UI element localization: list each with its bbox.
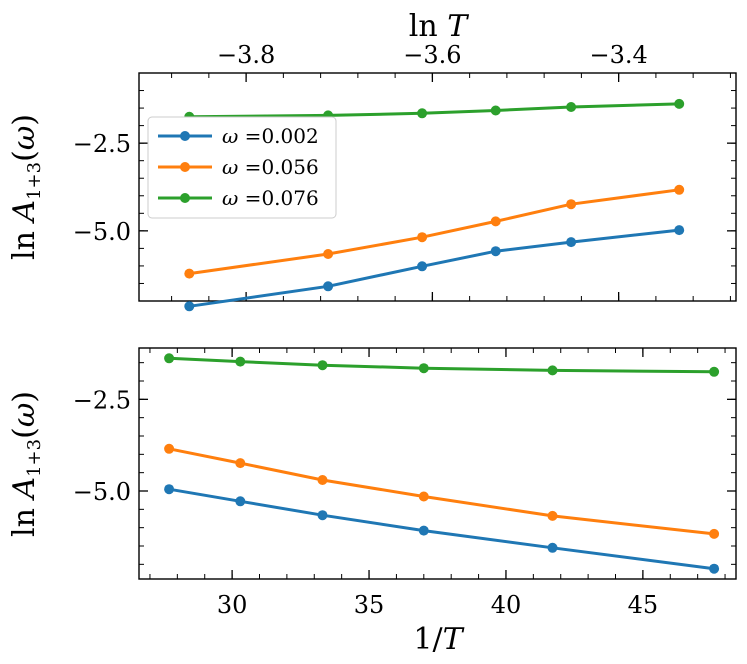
y-tick-label: −2.5 (73, 130, 131, 158)
y-tick-label: −5.0 (73, 478, 131, 506)
data-point-omega-0-056 (547, 510, 558, 521)
data-point-omega-0-002 (490, 246, 501, 257)
series-line-omega-0-056 (168, 447, 715, 536)
legend-marker (180, 131, 190, 141)
data-point-omega-0-056 (235, 458, 246, 469)
x-tick-label: 40 (491, 591, 522, 619)
data-point-omega-0-076 (317, 360, 328, 371)
data-point-omega-0-002 (235, 496, 246, 507)
data-point-omega-0-056 (709, 528, 720, 539)
legend-entry-omega-0-076: ω =0.076 (158, 186, 319, 210)
x-tick-label: −3.4 (590, 41, 648, 69)
bottom-y-axis-label: ln A1+3(ω) (7, 391, 45, 537)
data-point-omega-0-002 (674, 225, 685, 236)
data-point-omega-0-076 (709, 366, 720, 377)
data-point-omega-0-056 (184, 268, 195, 279)
legend-marker (180, 193, 190, 203)
data-point-omega-0-002 (418, 525, 429, 536)
legend-entry-omega-0-002: ω =0.002 (158, 124, 319, 148)
top-ticks: −3.8 −3.6 −3.4 −2.5 −5.0 (73, 41, 736, 302)
x-tick-label: 45 (628, 591, 659, 619)
top-x-axis-label: ln T (409, 9, 469, 44)
series-line-omega-0-056 (189, 188, 680, 276)
data-point-omega-0-056 (418, 491, 429, 502)
data-point-omega-0-076 (490, 105, 501, 116)
bottom-plot-frame (138, 347, 737, 580)
legend-entry-omega-0-056: ω =0.056 (158, 155, 319, 179)
series-line-omega-0-002 (189, 228, 680, 308)
y-tick-label: −2.5 (73, 386, 131, 414)
bottom-chart-panel: 30 35 40 45 −2.5 −5.0 1/T ln A1+3(ω) (7, 347, 737, 657)
bottom-series-group (164, 353, 720, 574)
x-tick-label: −3.6 (403, 41, 461, 69)
bottom-x-axis-label: 1/T (413, 622, 464, 657)
top-chart-panel: −3.8 −3.6 −3.4 −2.5 −5.0 ln T ln A1+3(ω) ω =… (7, 9, 737, 312)
data-point-omega-0-056 (674, 184, 685, 195)
data-point-omega-0-076 (417, 108, 428, 119)
top-y-axis-label: ln A1+3(ω) (7, 114, 45, 260)
data-point-omega-0-056 (490, 216, 501, 227)
data-point-omega-0-002 (709, 563, 720, 574)
top-plot-frame (138, 72, 737, 302)
data-point-omega-0-002 (547, 542, 558, 553)
legend-marker (180, 162, 190, 172)
x-tick-label: −3.8 (217, 41, 275, 69)
data-point-omega-0-076 (418, 363, 429, 374)
series-line-omega-0-076 (169, 356, 715, 374)
data-point-omega-0-076 (235, 356, 246, 367)
svg-text:ω =0.002: ω =0.002 (222, 124, 319, 148)
data-point-omega-0-002 (323, 281, 334, 292)
svg-text:ω =0.076: ω =0.076 (222, 186, 319, 210)
y-tick-label: −5.0 (73, 218, 131, 246)
data-point-omega-0-056 (317, 475, 328, 485)
series-line-omega-0-002 (168, 487, 715, 571)
top-series-group (184, 98, 685, 312)
data-point-omega-0-056 (323, 249, 334, 259)
x-tick-label: 30 (217, 591, 248, 619)
svg-text:ω =0.056: ω =0.056 (222, 155, 319, 179)
data-point-omega-0-056 (566, 199, 577, 210)
series-line-omega-0-076 (189, 102, 680, 119)
legend: ω =0.002 ω =0.056 ω =0.076 (147, 116, 337, 219)
legend-box (147, 116, 337, 219)
data-point-omega-0-056 (417, 232, 428, 243)
data-point-omega-0-002 (566, 237, 577, 248)
data-point-omega-0-002 (417, 261, 428, 272)
data-point-omega-0-002 (184, 301, 195, 312)
data-point-omega-0-076 (164, 353, 175, 364)
data-point-omega-0-076 (674, 98, 685, 109)
data-point-omega-0-056 (164, 443, 175, 454)
data-point-omega-0-076 (547, 365, 558, 376)
data-point-omega-0-076 (566, 102, 577, 112)
data-point-omega-0-002 (164, 484, 175, 495)
x-tick-label: 35 (354, 591, 385, 619)
bottom-ticks: 30 35 40 45 −2.5 −5.0 (73, 348, 736, 619)
data-point-omega-0-002 (317, 510, 328, 521)
